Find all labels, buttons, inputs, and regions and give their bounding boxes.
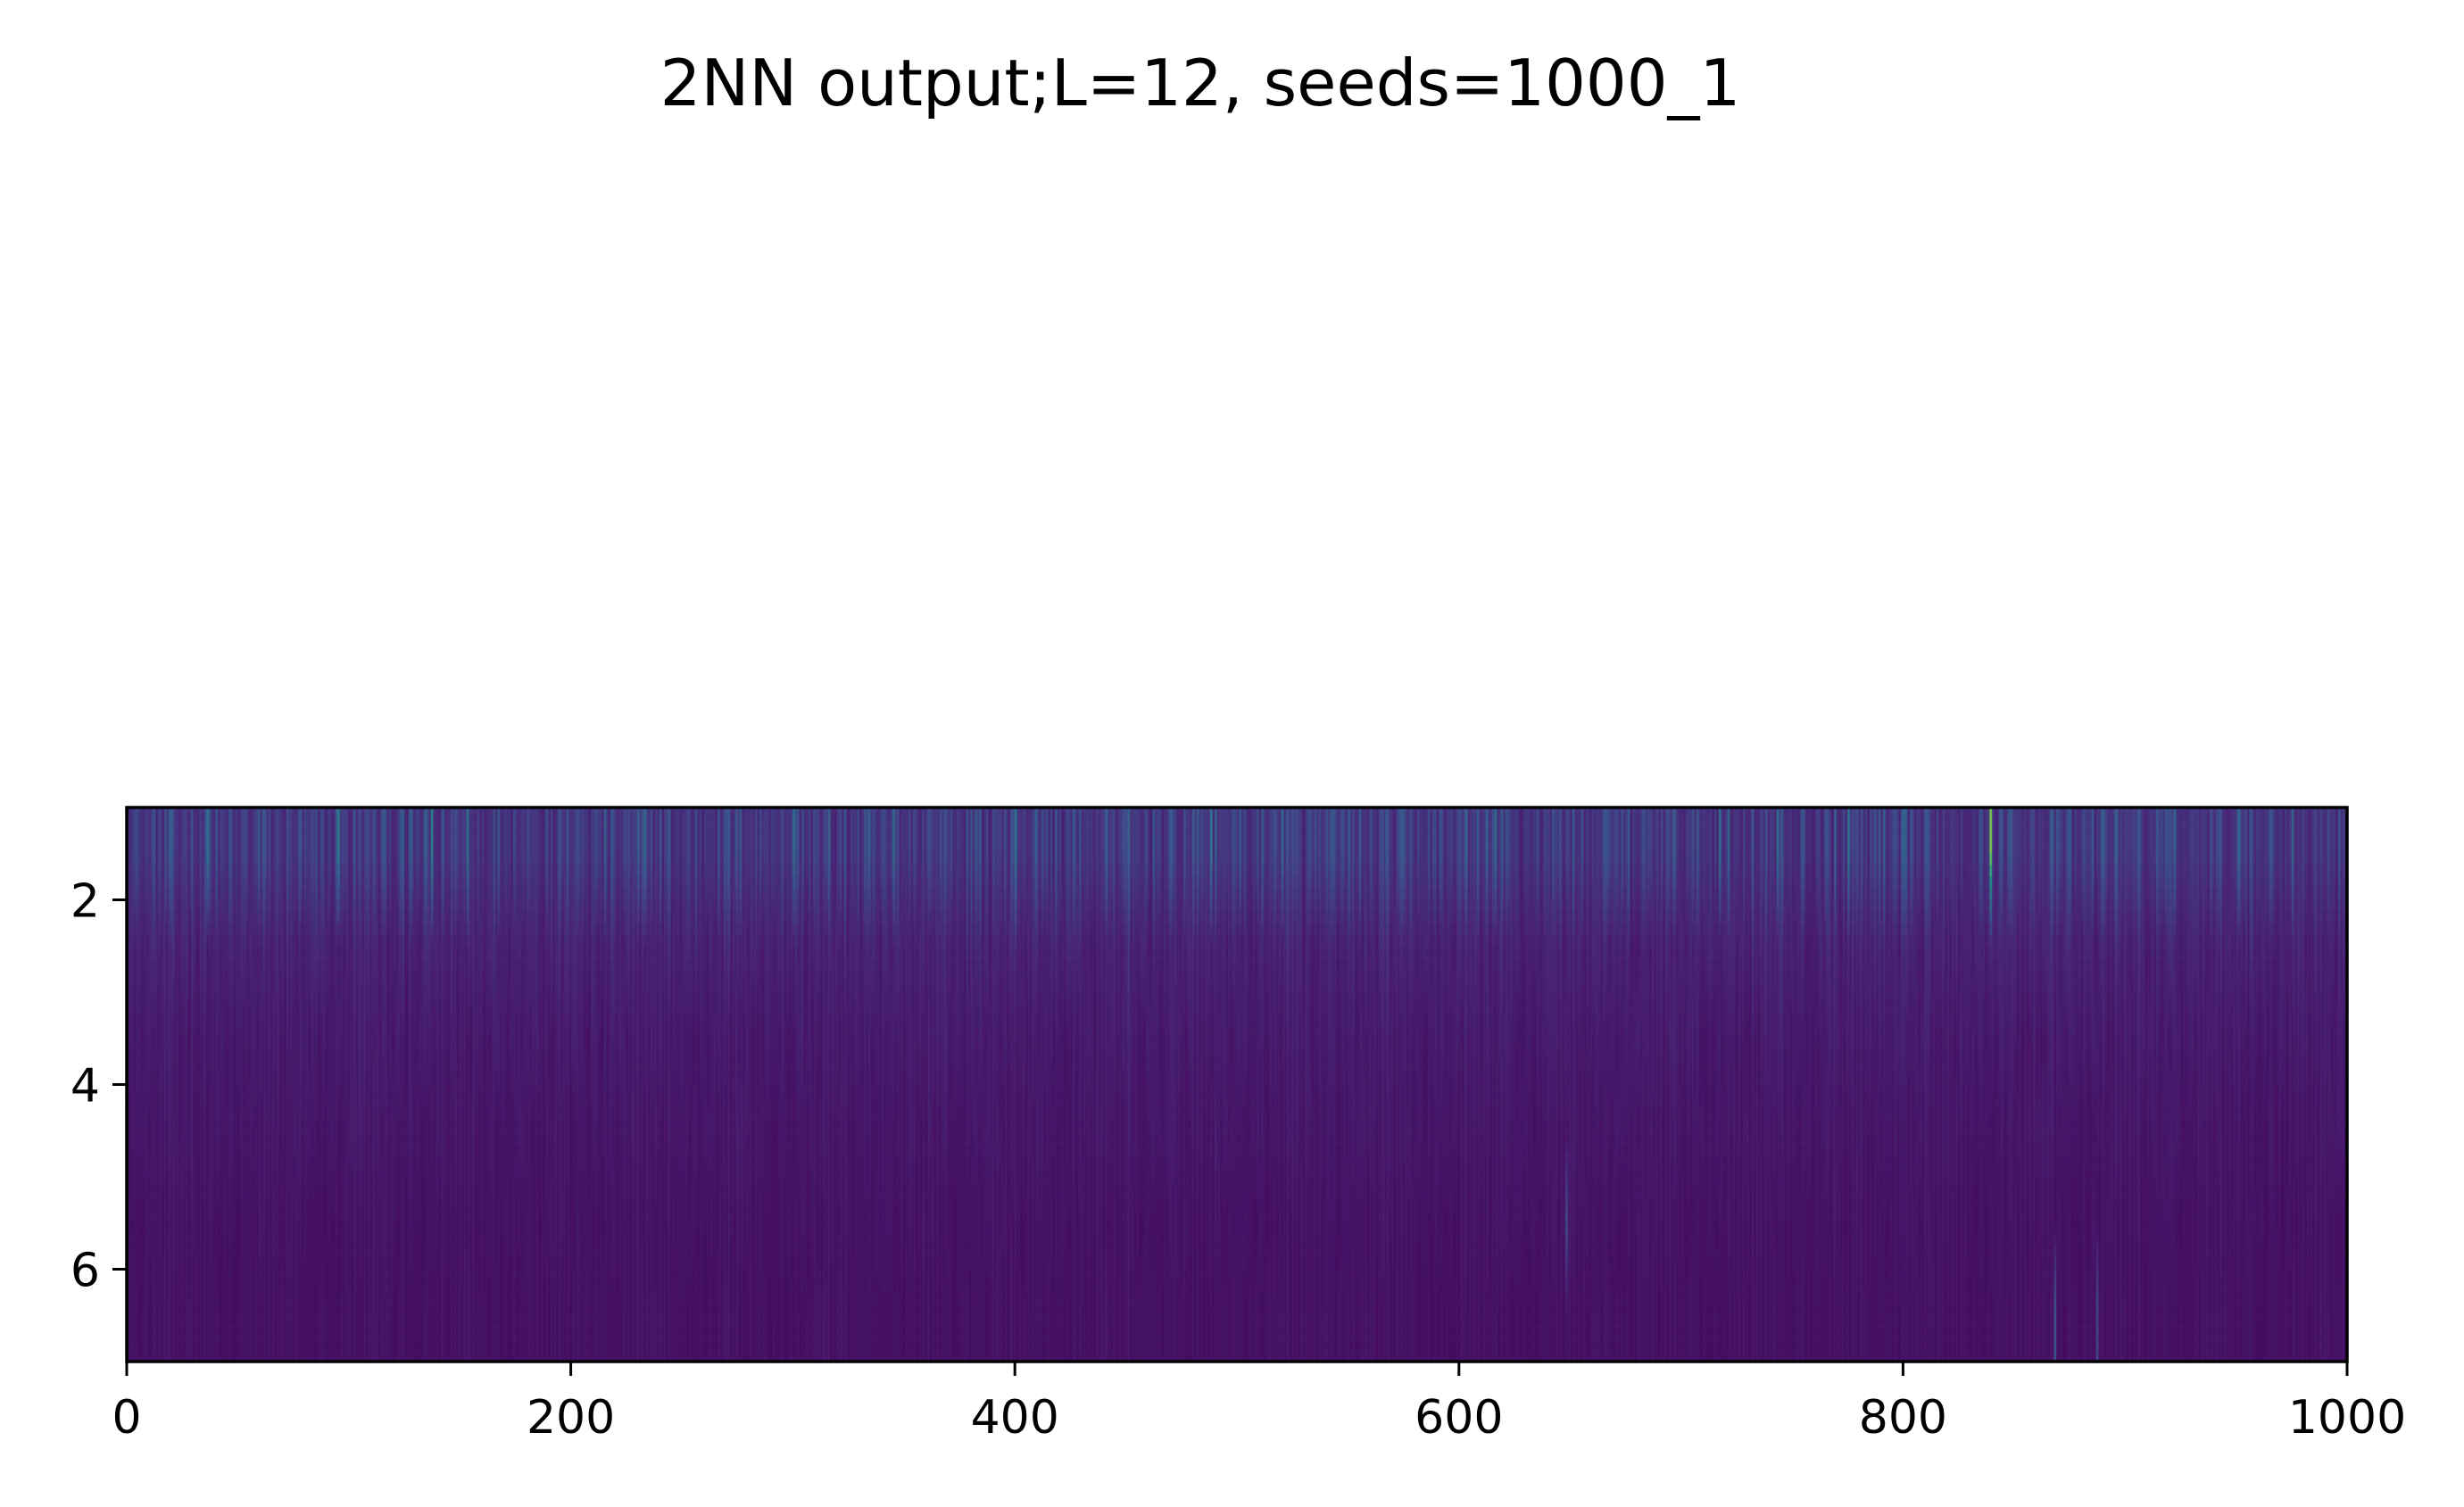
- chart-title: 2NN output;L=12, seeds=1000_1: [660, 46, 1741, 120]
- x-tick-label: 600: [1415, 1391, 1503, 1445]
- y-axis: 2 4 6: [71, 875, 127, 1298]
- y-tick-label: 4: [71, 1060, 100, 1114]
- x-tick-label: 200: [527, 1391, 615, 1445]
- y-tick-label: 2: [71, 875, 100, 929]
- heatmap-area: [127, 807, 2347, 1362]
- x-axis: 0 200 400 600 800 1000: [112, 1362, 2406, 1445]
- y-tick-label: 6: [71, 1245, 100, 1298]
- x-tick-label: 400: [971, 1391, 1059, 1445]
- x-tick-label: 0: [112, 1391, 141, 1445]
- x-tick-label: 800: [1859, 1391, 1947, 1445]
- x-tick-label: 1000: [2288, 1391, 2406, 1445]
- heatmap-cells: [127, 807, 2347, 1362]
